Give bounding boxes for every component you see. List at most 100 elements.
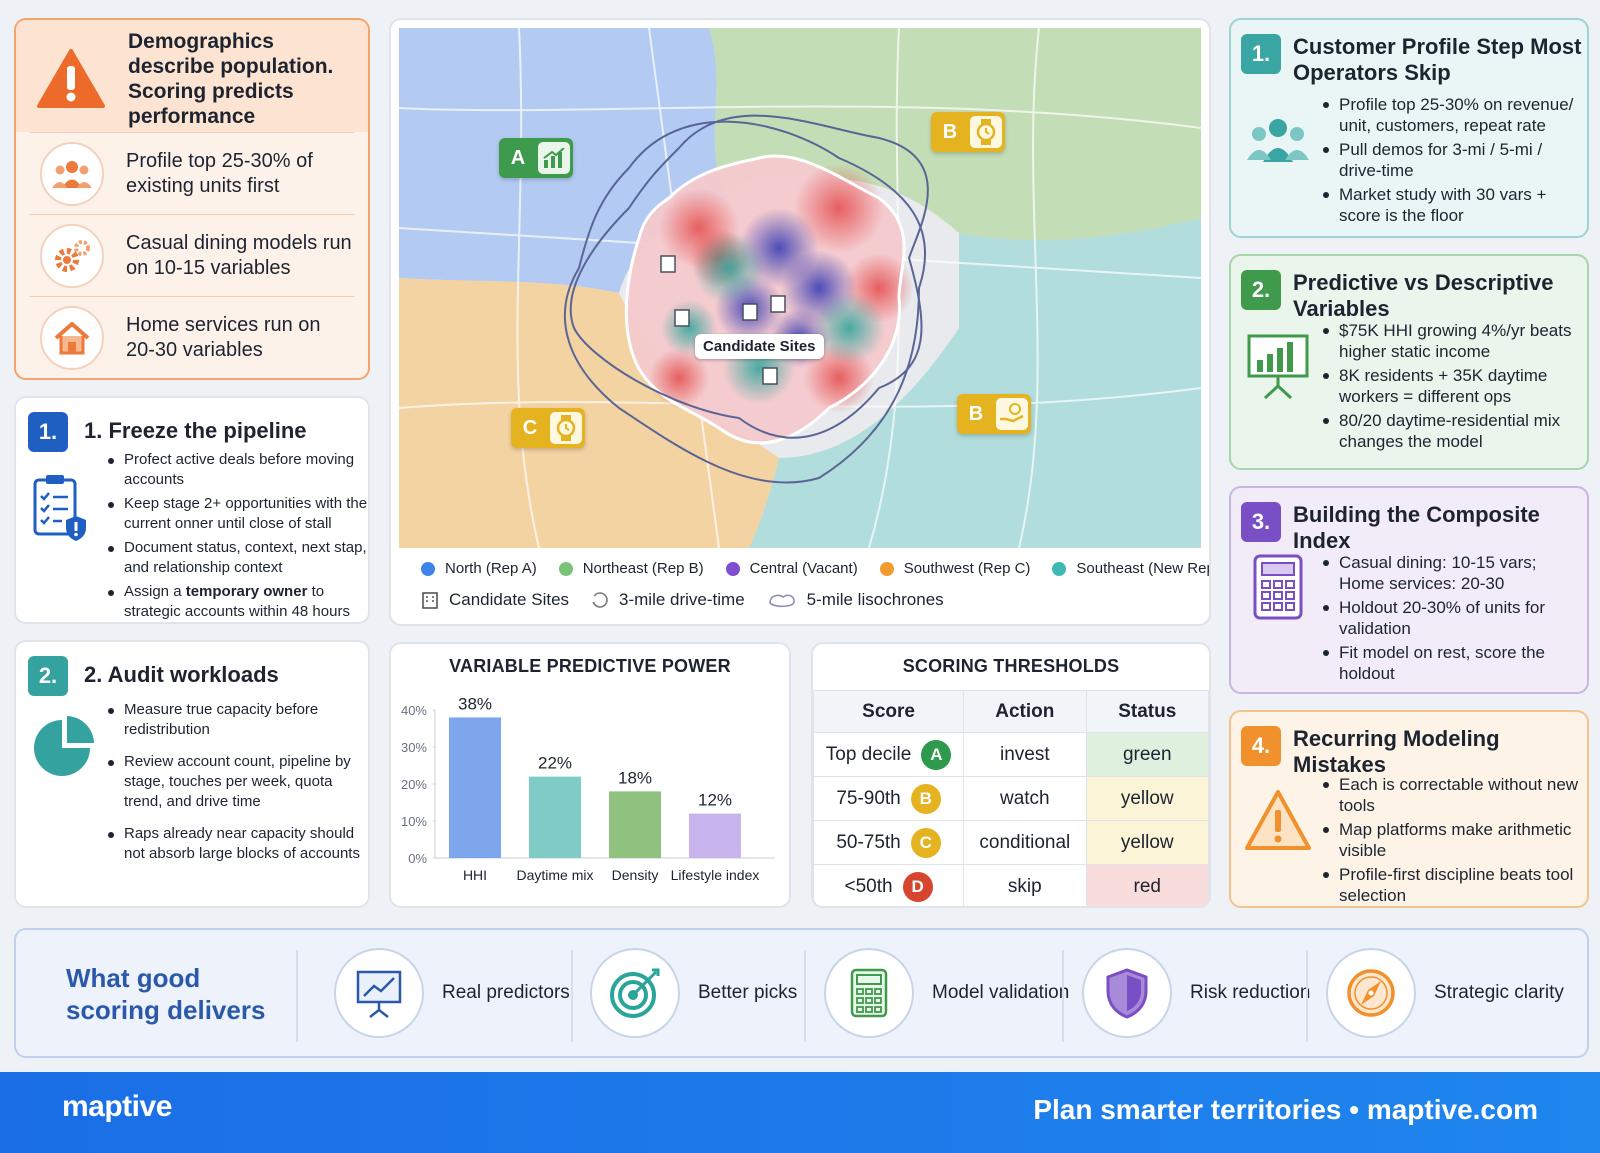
map-canvas xyxy=(398,27,1202,549)
warning-title: Demographics describe population. Scorin… xyxy=(128,30,334,128)
warning-item: Profile top 25-30% of existing units fir… xyxy=(30,132,354,214)
warning-item-text: Profile top 25-30% of existing units fir… xyxy=(126,149,313,197)
watch-icon xyxy=(550,412,582,444)
territory-badge-a[interactable]: A xyxy=(499,138,573,178)
y-tick-label: 20% xyxy=(401,777,427,792)
predictive-power-card: VARIABLE PREDICTIVE POWER 0% 10% 20% 30% 40%… xyxy=(389,642,791,908)
category-label: HHI xyxy=(463,867,487,883)
legend-item: Southeast (New Rep D) xyxy=(1052,560,1209,577)
predictive-variables-card: 2. Predictive vs Descriptive Variables $… xyxy=(1229,254,1589,470)
map-legend-regions: North (Rep A) Northeast (Rep B) Central … xyxy=(421,560,1209,577)
status-cell: green xyxy=(1085,732,1209,777)
legend-item: 3-mile drive-time xyxy=(591,590,745,610)
bullet-item: Market study with 30 vars + score is the… xyxy=(1319,184,1583,226)
status-cell: red xyxy=(1085,864,1209,906)
freeze-bullet-list: Profect active deals before moving accou… xyxy=(104,450,368,622)
pie-chart-icon xyxy=(34,716,94,776)
step-number: 1. xyxy=(28,412,68,452)
modeling-mistakes-card: 4. Recurring Modeling Mistakes Each is c… xyxy=(1229,710,1589,908)
people-icon xyxy=(40,141,104,206)
card-title: 2. Audit workloads xyxy=(84,662,279,687)
bullet-item: Document status, context, next stap, and… xyxy=(104,538,368,578)
bullet-item: Profect active deals before moving accou… xyxy=(104,450,368,490)
benefit-label: Risk reduction xyxy=(1190,982,1311,1003)
building-icon xyxy=(422,592,438,609)
warning-card: Demographics describe population. Scorin… xyxy=(14,18,370,380)
chart-title: VARIABLE PREDICTIVE POWER xyxy=(449,656,731,676)
drive-time-icon xyxy=(592,592,608,608)
category-label: Daytime mix xyxy=(516,867,593,883)
status-cell: yellow xyxy=(1085,820,1209,865)
grade-badge: C xyxy=(910,827,941,858)
y-tick-label: 40% xyxy=(401,703,427,718)
bullet-item: Profile-first discipline beats tool sele… xyxy=(1319,864,1583,906)
benefit-label: Strategic clarity xyxy=(1434,982,1564,1003)
card-title: Building the Composite Index xyxy=(1293,502,1540,553)
benefit-item: Model validation xyxy=(824,948,1069,1038)
benefit-label: Better picks xyxy=(698,982,798,1003)
audit-bullet-list: Measure true capacity before redistribut… xyxy=(104,700,366,868)
territory-map-card: A B B C Candidate Sites North (Rep A) No… xyxy=(389,18,1211,626)
warning-item: Home services run on 20-30 variables xyxy=(30,296,354,378)
gears-icon xyxy=(40,223,104,288)
bullet-item: Assign a temporary owner to strategic ac… xyxy=(104,582,368,622)
bullet-list: Casual dining: 10-15 vars; Home services… xyxy=(1319,552,1583,687)
maptive-logo[interactable]: maptive xyxy=(62,1090,172,1123)
benefit-item: Strategic clarity xyxy=(1326,948,1564,1038)
territory-map[interactable]: A B B C Candidate Sites xyxy=(398,27,1202,549)
footer-bar: maptive Plan smarter territories • mapti… xyxy=(0,1072,1600,1153)
benefit-item: Real predictors xyxy=(334,948,570,1038)
calculator-icon xyxy=(824,948,914,1038)
watch-icon xyxy=(970,116,1002,148)
chart-board-icon xyxy=(334,948,424,1038)
card-title: Predictive vs Descriptive Variables xyxy=(1293,270,1554,321)
warning-header: Demographics describe population. Scorin… xyxy=(16,20,368,132)
benefit-item: Risk reduction xyxy=(1082,948,1310,1038)
data-label: 12% xyxy=(698,791,732,810)
status-cell: yellow xyxy=(1085,776,1209,821)
warning-item-text: Casual dining models run on 10-15 variab… xyxy=(126,231,352,279)
bullet-item: Casual dining: 10-15 vars; Home services… xyxy=(1319,552,1583,594)
column-header: Score xyxy=(813,690,965,733)
warning-icon xyxy=(1245,790,1311,850)
presentation-chart-icon xyxy=(1247,334,1309,400)
legend-item: Northeast (Rep B) xyxy=(558,560,704,577)
scoring-benefits-bar: What good scoring delivers Real predicto… xyxy=(14,928,1589,1058)
bullet-list: Each is correctable without new tools Ma… xyxy=(1319,774,1583,906)
bullet-item: Raps already near capacity should not ab… xyxy=(104,824,366,864)
calculator-icon xyxy=(1253,554,1303,620)
benefit-label: Real predictors xyxy=(442,982,570,1003)
team-icon xyxy=(1247,119,1309,162)
step-number: 2. xyxy=(28,656,68,696)
isochrone-icon xyxy=(768,594,795,608)
map-legend-layers: Candidate Sites 3-mile drive-time 5-mile… xyxy=(421,590,966,610)
column-header: Status xyxy=(1085,690,1209,733)
table-title: SCORING THRESHOLDS xyxy=(902,656,1120,676)
card-title: Customer Profile Step Most Operators Ski… xyxy=(1293,34,1582,85)
legend-item: Candidate Sites xyxy=(421,590,569,610)
audit-workloads-card: 2. 2. Audit workloads Measure true capac… xyxy=(14,640,370,908)
card-title: 1. Freeze the pipeline xyxy=(84,418,307,443)
data-label: 38% xyxy=(458,694,492,713)
footer-tagline[interactable]: Plan smarter territories • maptive.com xyxy=(1033,1094,1538,1125)
column-header: Action xyxy=(963,690,1087,733)
y-tick-label: 10% xyxy=(401,814,427,829)
bullet-item: 8K residents + 35K daytime workers = dif… xyxy=(1319,365,1583,407)
bullet-item: Measure true capacity before redistribut… xyxy=(104,700,366,740)
grade-badge: A xyxy=(921,739,952,770)
thresholds-table: Score Action Status Top decile A invest g… xyxy=(813,690,1209,906)
candidate-sites-label: Candidate Sites xyxy=(695,334,824,359)
territory-badge-b[interactable]: B xyxy=(931,112,1005,152)
warning-item-text: Home services run on 20-30 variables xyxy=(126,313,321,361)
step-number: 4. xyxy=(1241,726,1281,766)
legend-item: North (Rep A) xyxy=(421,560,537,577)
bar xyxy=(689,813,741,858)
territory-badge-b-2[interactable]: B xyxy=(957,394,1031,434)
legend-item: Southwest (Rep C) xyxy=(879,560,1030,577)
freeze-pipeline-card: 1. 1. Freeze the pipeline Profect active… xyxy=(14,396,370,624)
scoring-thresholds-card: SCORING THRESHOLDS Score Action Status T… xyxy=(811,642,1211,908)
y-tick-label: 30% xyxy=(401,740,427,755)
benefit-label: Model validation xyxy=(932,982,1070,1003)
data-label: 18% xyxy=(618,768,652,787)
territory-badge-c[interactable]: C xyxy=(511,408,585,448)
